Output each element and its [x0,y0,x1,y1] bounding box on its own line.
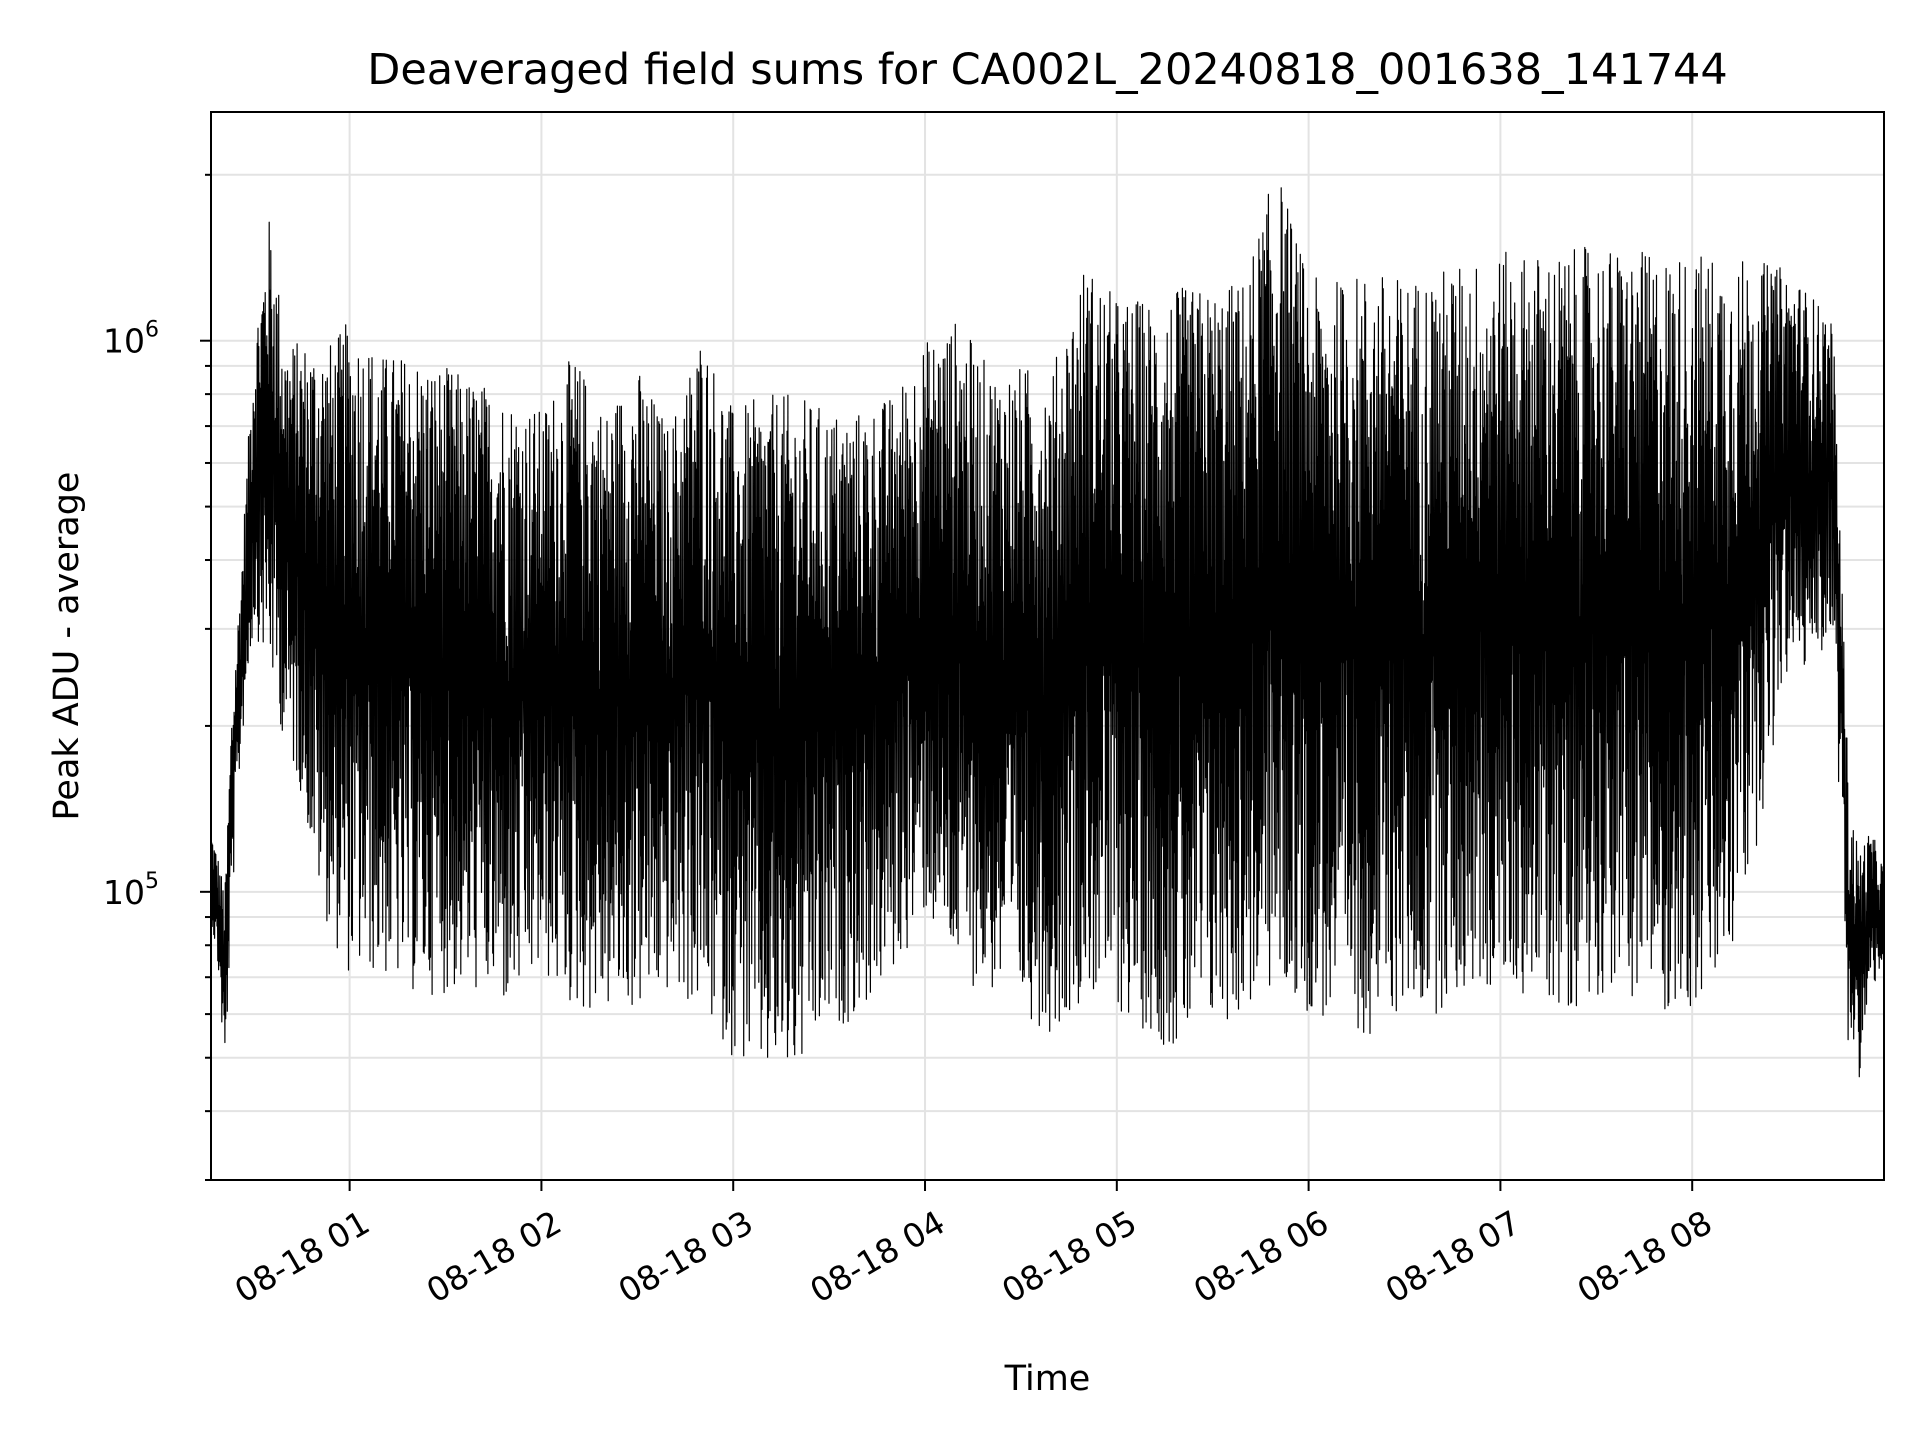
series-line [210,187,1885,1078]
x-tick-label: 08-18 07 [1379,1203,1527,1311]
axes-frame [210,111,1885,1181]
x-tick-label: 08-18 03 [612,1203,760,1311]
x-tick-label: 08-18 01 [228,1203,376,1311]
y-axis-label: Peak ADU - average [47,472,87,821]
series-plot [210,187,1885,1078]
chart-title: Deaveraged field sums for CA002L_2024081… [367,45,1728,95]
x-tick-label: 08-18 02 [420,1203,568,1311]
x-axis-label: Time [1004,1359,1091,1399]
x-tick-label: 08-18 04 [803,1203,951,1311]
x-tick-label: 08-18 08 [1571,1203,1719,1311]
y-tick-label: 105 [103,869,159,912]
x-tick-label: 08-18 06 [1187,1203,1335,1311]
x-tick-label: 08-18 05 [995,1203,1143,1311]
y-tick-label: 106 [103,318,159,361]
